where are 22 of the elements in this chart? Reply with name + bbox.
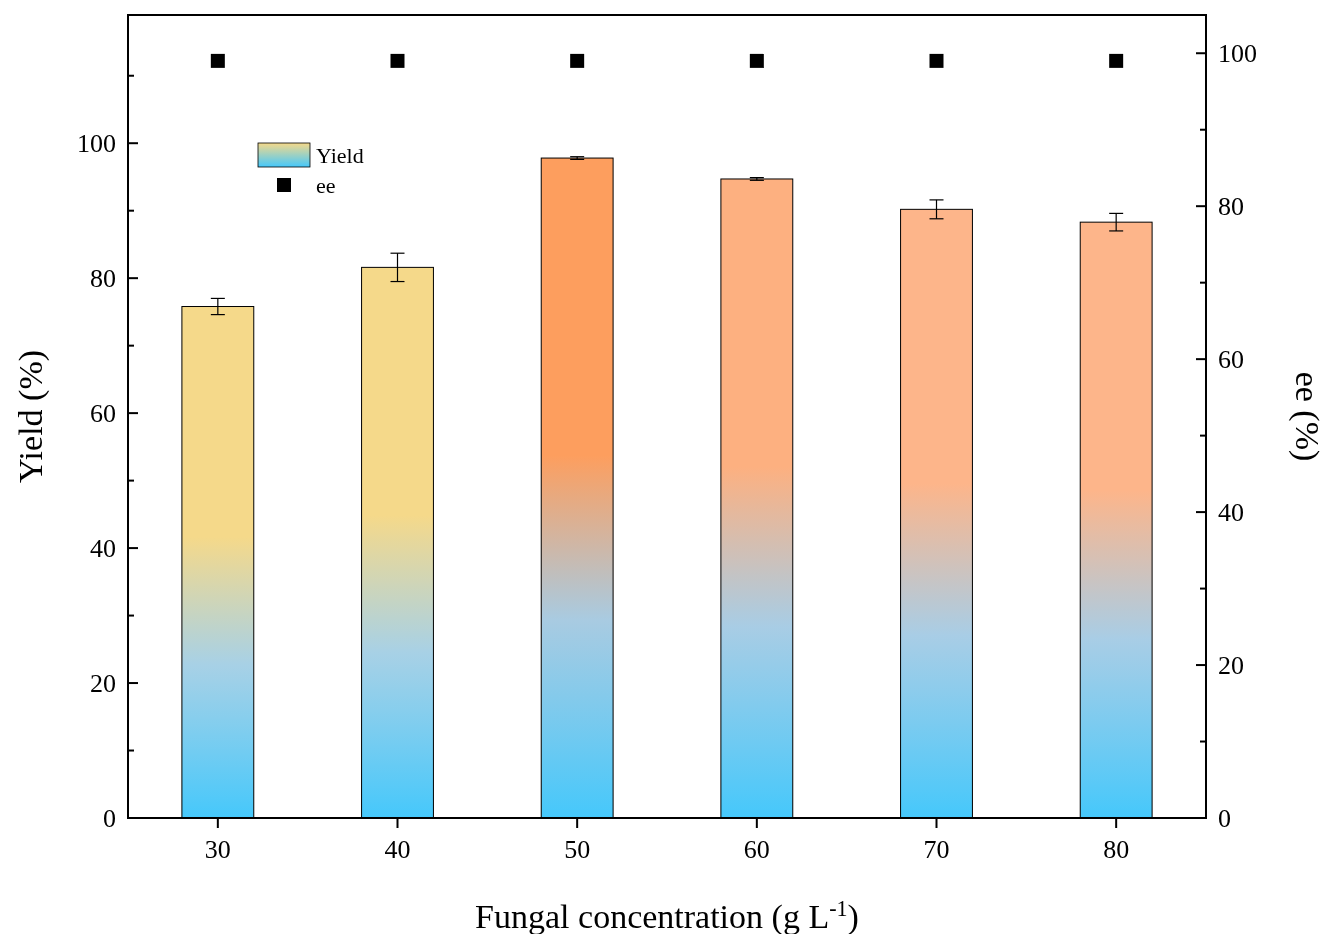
y-tick-label: 80 — [90, 264, 116, 294]
x-tick-label: 50 — [564, 835, 591, 864]
x-tick-label: 40 — [384, 835, 411, 864]
legend-label: ee — [316, 172, 336, 198]
y-tick-label: 40 — [90, 534, 116, 564]
y-tick-label: 20 — [90, 669, 116, 699]
legend-label: Yield — [316, 142, 364, 168]
y-tick-label: 60 — [90, 399, 116, 429]
y2-tick-label: 0 — [1218, 804, 1231, 834]
y2-tick-label: 20 — [1218, 651, 1244, 681]
y2-tick-label: 60 — [1218, 345, 1244, 375]
x-tick-label: 70 — [923, 835, 950, 864]
y2-axis-title: ee (%) — [1288, 371, 1322, 462]
y2-tick-label: 80 — [1218, 192, 1244, 222]
x-tick-label: 60 — [743, 835, 770, 864]
y-tick-label: 0 — [103, 804, 116, 834]
y2-tick-label: 40 — [1218, 498, 1244, 528]
x-tick-label: 80 — [1103, 835, 1130, 864]
y-axis-title: Yield (%) — [12, 349, 50, 484]
x-tick-label: 30 — [204, 835, 231, 864]
y-tick-label: 100 — [77, 129, 116, 159]
y2-tick-label: 100 — [1218, 39, 1257, 69]
